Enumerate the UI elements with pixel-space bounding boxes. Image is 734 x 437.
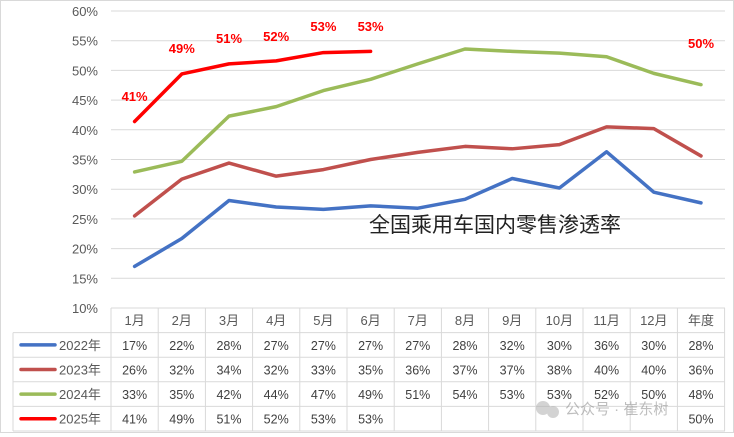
table-cell: 30% [547, 339, 572, 353]
series-line [132, 49, 373, 124]
table-cell: 27% [358, 339, 383, 353]
y-tick-label: 35% [72, 153, 98, 168]
table-cell: 34% [216, 364, 241, 378]
legend-label: 2025年 [59, 412, 101, 427]
y-tick-label: 50% [72, 63, 98, 78]
chart-title: 全国乘用车国内零售渗透率 [369, 213, 621, 237]
table-cell: 53% [500, 388, 525, 402]
table-cell: 36% [405, 364, 430, 378]
x-tick-label: 1月 [124, 313, 144, 328]
table-cell: 32% [500, 339, 525, 353]
x-tick-label: 年度 [688, 313, 714, 328]
data-label: 49% [169, 41, 195, 56]
series-line [132, 47, 703, 174]
y-tick-label: 60% [72, 4, 98, 19]
table-cell: 36% [594, 339, 619, 353]
table-cell: 27% [264, 339, 289, 353]
wechat-icon-bubble [547, 406, 559, 418]
watermark-text: 公众号 · 崔东树 [565, 401, 668, 418]
wechat-icon [536, 401, 550, 415]
watermark: 公众号 · 崔东树 [536, 401, 668, 418]
x-tick-label: 11月 [593, 313, 620, 328]
legend-label: 2022年 [59, 338, 101, 353]
table-cell: 30% [641, 339, 666, 353]
table-cell: 48% [688, 388, 713, 402]
y-tick-label: 15% [72, 271, 98, 286]
table-cell: 41% [122, 413, 147, 427]
data-labels: 41% 49% 51% 52% 53% 53% 50% [122, 19, 715, 104]
table-cell: 51% [216, 413, 241, 427]
table-cell: 37% [500, 364, 525, 378]
y-tick-label: 45% [72, 93, 98, 108]
x-tick-label: 4月 [266, 313, 286, 328]
table-cell: 26% [122, 364, 147, 378]
table-cell: 47% [311, 388, 336, 402]
data-label: 53% [358, 19, 384, 34]
table-cell: 40% [641, 364, 666, 378]
series-line [132, 150, 703, 269]
gridlines [111, 10, 725, 309]
table-cell: 27% [405, 339, 430, 353]
x-tick-label: 9月 [502, 313, 522, 328]
y-tick-label: 40% [72, 123, 98, 138]
y-tick-label: 10% [72, 301, 98, 316]
y-tick-label: 20% [72, 242, 98, 257]
data-label: 51% [216, 31, 242, 46]
table-cell: 27% [311, 339, 336, 353]
table-cell: 28% [452, 339, 477, 353]
x-tick-label: 3月 [219, 313, 239, 328]
x-tick-label: 2月 [172, 313, 192, 328]
y-tick-label: 25% [72, 212, 98, 227]
table-cell: 52% [594, 388, 619, 402]
table-cell: 51% [405, 388, 430, 402]
x-tick-label: 12月 [640, 313, 667, 328]
table-cell: 49% [358, 388, 383, 402]
x-tick-label: 6月 [360, 313, 380, 328]
series-lines [132, 47, 703, 269]
table-cell: 37% [452, 364, 477, 378]
x-tick-label: 5月 [313, 313, 333, 328]
table-cell: 40% [594, 364, 619, 378]
data-table: 1月 2月 3月 4月 5月 6月 7月 8月 9月 10月 11月 12月 年度 2022年 17% 22%… [12, 307, 726, 432]
y-tick-label: 55% [72, 34, 98, 49]
table-cell: 42% [216, 388, 241, 402]
table-cell: 33% [311, 364, 336, 378]
table-cell: 32% [264, 364, 289, 378]
x-tick-label: 8月 [455, 313, 475, 328]
table-cell: 44% [264, 388, 289, 402]
legend-label: 2023年 [59, 363, 101, 378]
data-label: 41% [122, 89, 148, 104]
table-cell: 53% [311, 413, 336, 427]
series-line [132, 125, 703, 218]
table-cell: 54% [452, 388, 477, 402]
x-tick-label: 7月 [408, 313, 428, 328]
table-cell: 28% [688, 339, 713, 353]
table-cell: 32% [169, 364, 194, 378]
table-cell: 17% [122, 339, 147, 353]
y-axis-ticks: 10% 15% 20% 25% 30% 35% 40% 45% 50% 55% 60% [72, 4, 98, 316]
table-cell: 22% [169, 339, 194, 353]
table-cell: 33% [122, 388, 147, 402]
table-cell: 28% [216, 339, 241, 353]
y-tick-label: 30% [72, 182, 98, 197]
data-label: 50% [688, 36, 714, 51]
table-cell: 50% [641, 388, 666, 402]
table-cell: 50% [688, 413, 713, 427]
table-cell: 53% [358, 413, 383, 427]
data-label: 52% [263, 29, 289, 44]
legend-label: 2024年 [59, 387, 101, 402]
table-cell: 36% [688, 364, 713, 378]
table-cell: 38% [547, 364, 572, 378]
x-tick-label: 10月 [546, 313, 573, 328]
table-cell: 53% [547, 388, 572, 402]
data-label: 53% [310, 19, 336, 34]
table-cell: 52% [264, 413, 289, 427]
table-cell: 49% [169, 413, 194, 427]
table-cell: 35% [169, 388, 194, 402]
table-cell: 35% [358, 364, 383, 378]
